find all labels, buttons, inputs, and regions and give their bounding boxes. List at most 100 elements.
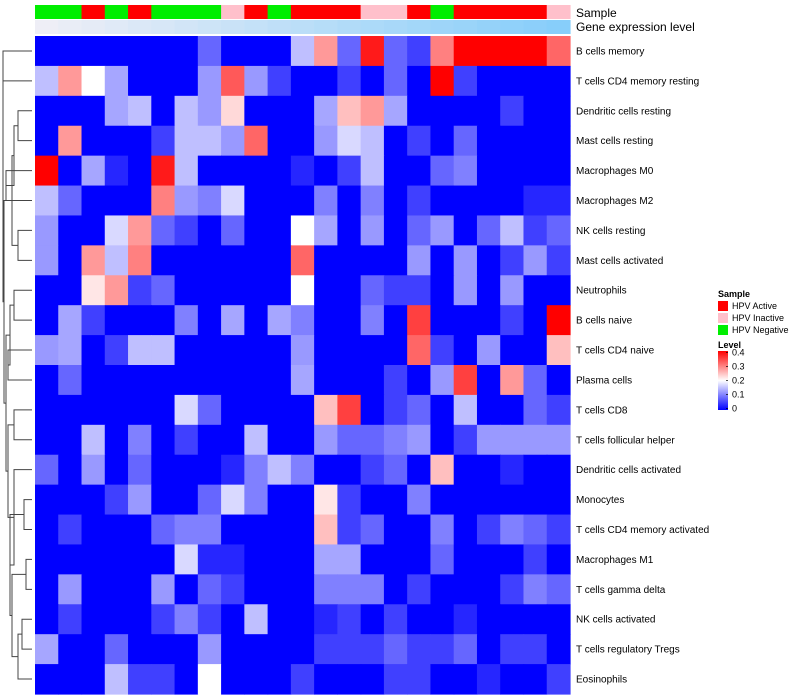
heatmap-cell-plasma-cells [407, 365, 432, 396]
heatmap-cell-monocytes [360, 484, 385, 516]
heatmap-cell-macrophages-m0 [151, 155, 176, 187]
heatmap-cell-macrophages-m2 [407, 185, 432, 217]
expression-level-cell [360, 20, 385, 34]
heatmap-cell-mast-cells-activated [244, 245, 269, 276]
heatmap-cell-mast-cells-activated [430, 245, 455, 276]
sample-annotation-hpv-negative [174, 5, 199, 19]
heatmap-cell-neutrophils [104, 275, 129, 306]
heatmap-cell-dendritic-cells-resting [81, 95, 106, 127]
heatmap-cell-t-cells-cd8 [35, 394, 59, 426]
heatmap-cell-neutrophils [430, 275, 455, 306]
heatmap-cell-eosinophils [81, 664, 106, 695]
expression-level-cell [476, 20, 501, 34]
row-label-t-cells-cd4-memory-resting: T cells CD4 memory resting [576, 76, 699, 87]
sample-annotation-hpv-inactive [360, 5, 385, 19]
heatmap-cell-eosinophils [314, 664, 338, 695]
dendrogram-branch [7, 424, 14, 518]
heatmap-cell-t-cells-cd8 [337, 394, 362, 426]
heatmap-cell-t-cells-cd4-memory-resting [476, 65, 501, 97]
heatmap-cell-b-cells-memory [104, 36, 129, 67]
heatmap-cell-dendritic-cells-activated [453, 454, 478, 486]
row-label-neutrophils: Neutrophils [576, 286, 627, 297]
heatmap-cell-mast-cells-resting [58, 125, 83, 157]
sample-annotation-hpv-negative [197, 5, 222, 19]
heatmap-cell-monocytes [453, 484, 478, 516]
heatmap-cell-macrophages-m2 [523, 185, 548, 217]
heatmap-cell-dendritic-cells-resting [128, 95, 152, 127]
heatmap-cell-eosinophils [383, 664, 408, 695]
heatmap-cell-t-cells-follicular-helper [430, 424, 455, 456]
heatmap-cell-dendritic-cells-activated [476, 454, 501, 486]
heatmap-cell-mast-cells-resting [290, 125, 315, 157]
heatmap-cell-macrophages-m1 [360, 544, 385, 575]
heatmap-cell-nk-cells-resting [174, 215, 199, 246]
heatmap-cell-macrophages-m1 [430, 544, 455, 575]
heatmap-cell-monocytes [197, 484, 222, 516]
heatmap-cell-macrophages-m1 [104, 544, 129, 575]
heatmap-cell-t-cells-gamma-delta [128, 574, 152, 605]
expression-level-cell [267, 20, 292, 34]
heatmap-cell-neutrophils [151, 275, 176, 306]
heatmap-cell-t-cells-cd4-memory-activated [430, 514, 455, 546]
heatmap-cell-b-cells-naive [337, 305, 362, 336]
heatmap-cell-neutrophils [244, 275, 269, 306]
heatmap-cell-b-cells-naive [290, 305, 315, 336]
dendrogram-branch [17, 110, 32, 142]
heatmap-cell-macrophages-m1 [197, 544, 222, 575]
heatmap-cell-t-cells-cd4-naive [476, 335, 501, 366]
legend-swatch-hpv-active [718, 301, 728, 311]
heatmap-cell-plasma-cells [314, 365, 338, 396]
heatmap-cell-dendritic-cells-resting [360, 95, 385, 127]
heatmap-cell-nk-cells-activated [314, 604, 338, 635]
heatmap-cell-t-cells-gamma-delta [430, 574, 455, 605]
heatmap-cell-dendritic-cells-resting [314, 95, 338, 127]
heatmap-cell-mast-cells-activated [337, 245, 362, 276]
heatmap-cell-t-cells-cd4-memory-activated [81, 514, 106, 546]
heatmap-cell-mast-cells-activated [58, 245, 83, 276]
heatmap-cell-dendritic-cells-resting [476, 95, 501, 127]
heatmap-cell-t-cells-cd4-memory-resting [407, 65, 432, 97]
heatmap-cell-t-cells-follicular-helper [500, 424, 525, 456]
heatmap-cell-neutrophils [453, 275, 478, 306]
heatmap-cell-eosinophils [476, 664, 501, 695]
heatmap-cell-macrophages-m2 [546, 185, 571, 217]
heatmap-cell-macrophages-m2 [151, 185, 176, 217]
heatmap-cell-t-cells-cd8 [407, 394, 432, 426]
expression-level-cell [221, 20, 245, 34]
heatmap-cell-t-cells-follicular-helper [407, 424, 432, 456]
heatmap-cell-t-cells-follicular-helper [290, 424, 315, 456]
sample-track-label: Sample [576, 6, 617, 20]
heatmap-cell-nk-cells-activated [221, 604, 245, 635]
heatmap-cell-dendritic-cells-resting [500, 95, 525, 127]
heatmap-cell-mast-cells-resting [104, 125, 129, 157]
heatmap-cell-b-cells-naive [360, 305, 385, 336]
heatmap-cell-nk-cells-resting [151, 215, 176, 246]
heatmap-cell-t-cells-cd8 [221, 394, 245, 426]
expression-level-cell [546, 20, 571, 34]
expression-level-cell [453, 20, 478, 34]
heatmap-cell-t-cells-cd4-naive [546, 335, 571, 366]
expression-level-cell [151, 20, 176, 34]
heatmap-cell-monocytes [290, 484, 315, 516]
heatmap-cell-t-cells-cd4-memory-resting [383, 65, 408, 97]
expression-level-cell [290, 20, 315, 34]
heatmap-cell-t-cells-cd4-memory-resting [35, 65, 59, 97]
heatmap-cell-eosinophils [128, 664, 152, 695]
heatmap-cell-macrophages-m1 [221, 544, 245, 575]
heatmap-cell-macrophages-m1 [500, 544, 525, 575]
heatmap-cell-neutrophils [197, 275, 222, 306]
heatmap-cell-b-cells-memory [81, 36, 106, 67]
heatmap-cell-t-cells-cd4-naive [58, 335, 83, 366]
sample-annotation-hpv-active [476, 5, 501, 19]
heatmap-cell-t-cells-follicular-helper [151, 424, 176, 456]
heatmap-cell-dendritic-cells-activated [523, 454, 548, 486]
heatmap-cell-b-cells-naive [453, 305, 478, 336]
heatmap-cell-macrophages-m0 [453, 155, 478, 187]
heatmap-cell-eosinophils [104, 664, 129, 695]
heatmap-cell-macrophages-m2 [500, 185, 525, 217]
heatmap-cell-t-cells-follicular-helper [383, 424, 408, 456]
heatmap-cell-monocytes [337, 484, 362, 516]
heatmap-cell-nk-cells-resting [128, 215, 152, 246]
heatmap-cell-macrophages-m0 [337, 155, 362, 187]
heatmap-cell-t-cells-cd4-naive [360, 335, 385, 366]
